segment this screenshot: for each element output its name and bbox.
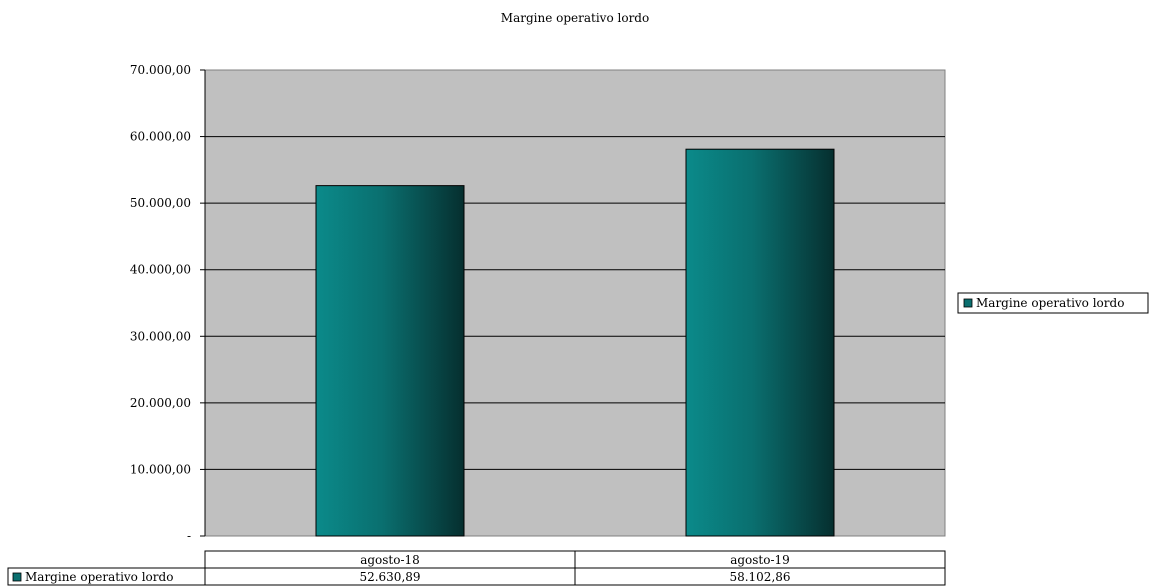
legend-box [957, 292, 1149, 314]
y-tick-label: 20.000,00 [130, 396, 191, 410]
y-tick-label: 40.000,00 [130, 263, 191, 277]
data-table-series-label: Margine operativo lordo [25, 570, 173, 584]
legend-label: Margine operativo lordo [976, 296, 1124, 310]
y-tick-label: 50.000,00 [130, 196, 191, 210]
legend-swatch [963, 298, 973, 308]
data-table: Margine operativo lordo agosto-18 agosto… [7, 550, 946, 586]
y-tick-label: 30.000,00 [130, 329, 191, 343]
data-table-value-0: 52.630,89 [359, 570, 420, 584]
data-table-swatch [12, 572, 22, 582]
bar-agosto-18 [315, 185, 465, 537]
y-tick-label: - [187, 529, 191, 543]
data-table-value-1: 58.102,86 [729, 570, 790, 584]
y-axis-ticks: - 10.000,00 20.000,00 30.000,00 40.000,00 50.… [130, 63, 206, 543]
bars [315, 148, 835, 537]
data-table-category-0: agosto-18 [360, 553, 420, 567]
y-tick-label: 10.000,00 [130, 462, 191, 476]
data-table-category-1: agosto-19 [730, 553, 790, 567]
chart-title: Margine operativo lordo [501, 11, 649, 25]
y-tick-label: 60.000,00 [130, 130, 191, 144]
data-table-series-cell [7, 567, 206, 586]
y-tick-label: 70.000,00 [130, 63, 191, 77]
legend: Margine operativo lordo [957, 292, 1149, 314]
bar-agosto-19 [685, 148, 835, 537]
